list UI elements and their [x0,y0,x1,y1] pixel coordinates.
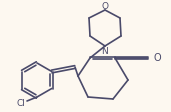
Text: O: O [102,1,109,11]
Text: N: N [102,46,108,56]
Text: O: O [153,53,161,63]
Text: Cl: Cl [17,98,25,108]
